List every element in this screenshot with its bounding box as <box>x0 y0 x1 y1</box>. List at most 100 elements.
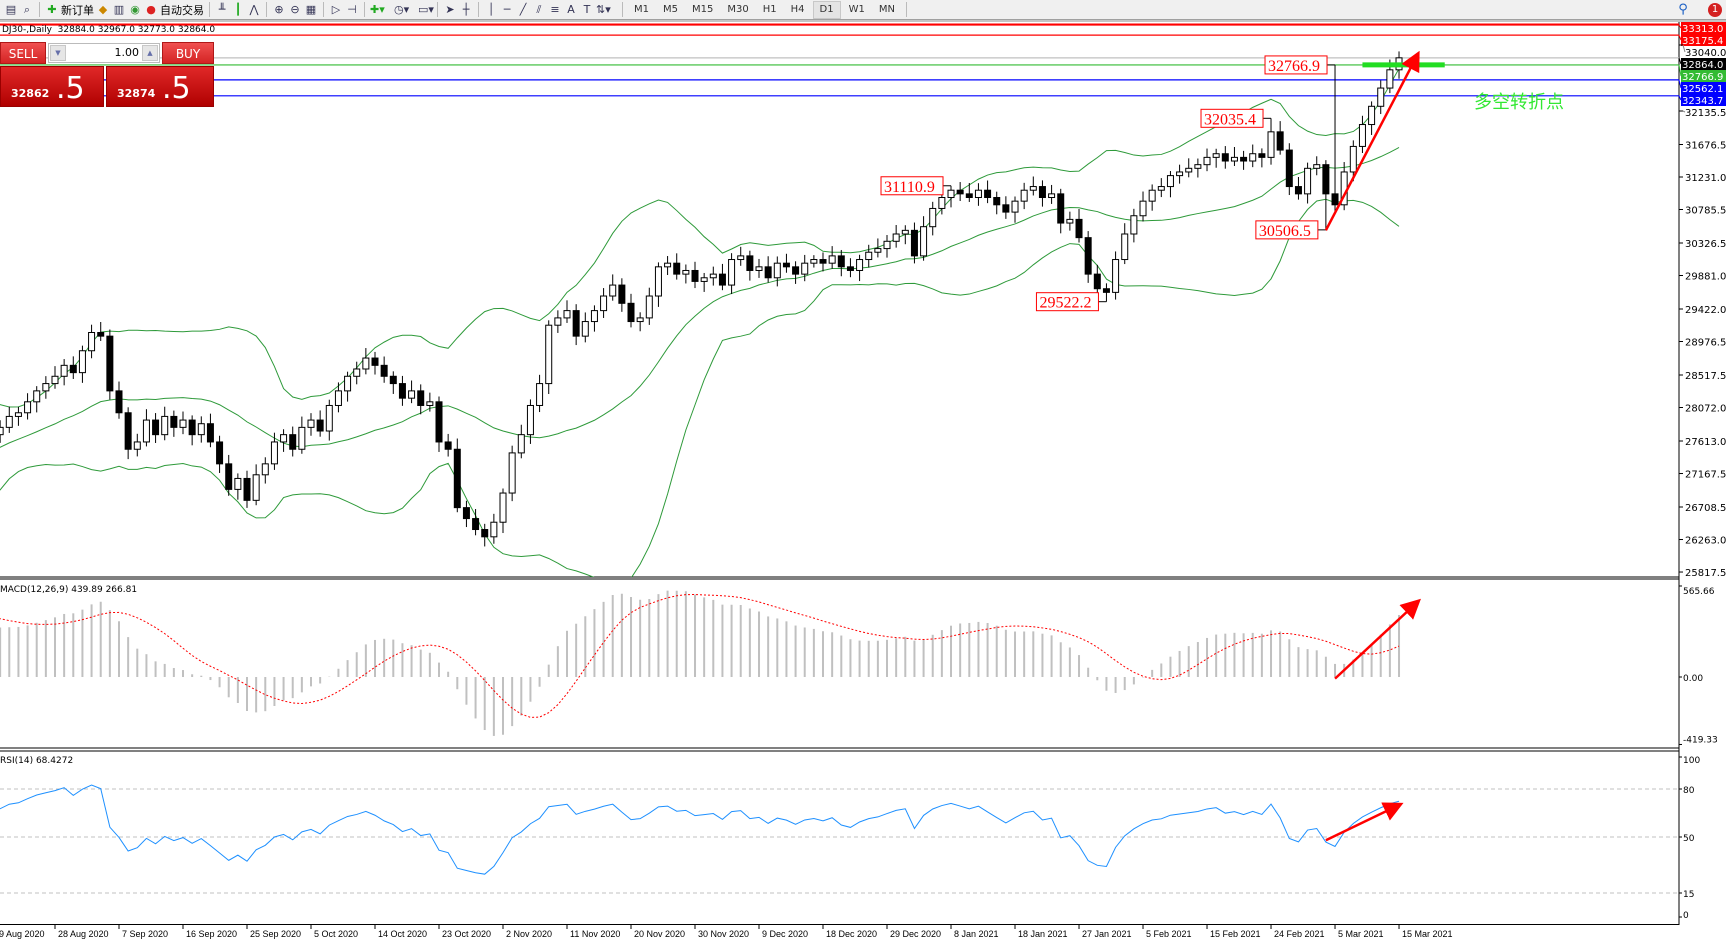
price-tick-label: 28517.5 <box>1685 371 1726 382</box>
templates-icon[interactable]: ▭▾ <box>418 2 434 16</box>
timeframe-m5[interactable]: M5 <box>663 3 678 15</box>
candle-body <box>993 197 1001 206</box>
candle <box>1276 121 1284 155</box>
candle-body <box>1011 200 1019 213</box>
candle <box>362 348 370 375</box>
periods-icon[interactable]: ◷▾ <box>394 2 410 16</box>
indicators-icon[interactable]: ✚▾ <box>370 2 385 16</box>
timeframe-mn[interactable]: MN <box>878 3 895 15</box>
vertical-line-icon[interactable]: │ <box>487 2 495 16</box>
sell-button[interactable]: SELL <box>0 42 46 64</box>
candle <box>1048 184 1056 204</box>
candle-body <box>481 529 489 538</box>
timeframe-m30[interactable]: M30 <box>727 3 749 15</box>
text-label-icon[interactable]: T <box>583 2 591 16</box>
tile-windows-icon[interactable]: ▦ <box>305 2 317 16</box>
timeframe-m1[interactable]: M1 <box>634 3 649 15</box>
annotation-label: 30506.5 <box>1259 223 1311 240</box>
candle-body <box>965 193 973 199</box>
fibonacci-icon[interactable]: ≡ <box>550 2 560 16</box>
candle <box>24 393 32 420</box>
price-level-leader <box>1678 95 1682 101</box>
timeframe-d1[interactable]: D1 <box>812 0 841 19</box>
timeframe-h1[interactable]: H1 <box>762 3 777 15</box>
search-icon[interactable]: ⚲ <box>1678 1 1688 17</box>
terminal-icon[interactable]: ▥ <box>113 2 125 16</box>
zoom-window-icon[interactable]: ⌕ <box>23 2 31 16</box>
candle <box>325 399 333 441</box>
candle <box>1221 146 1229 169</box>
zoom-in-icon[interactable]: ⊕ <box>274 2 284 16</box>
candle-body <box>0 426 4 436</box>
price-level-label: 33313.0 <box>1682 24 1723 35</box>
candle <box>636 312 644 332</box>
candle <box>874 238 882 258</box>
notification-badge[interactable]: 1 <box>1708 2 1722 17</box>
candle-body <box>517 434 525 454</box>
auto-trading-button[interactable]: 自动交易 <box>160 3 204 17</box>
horizontal-line-icon[interactable]: ─ <box>503 2 511 16</box>
candle <box>563 300 571 323</box>
cursor-icon[interactable]: ➤ <box>445 2 455 16</box>
increase-volume-button[interactable]: ▲ <box>142 45 158 61</box>
equidistant-channel-icon[interactable]: ⫽ <box>536 2 542 16</box>
navigator-icon[interactable]: ◆ <box>98 2 108 16</box>
bar-chart-icon[interactable]: ╨ <box>218 2 226 16</box>
candle-body <box>792 266 800 275</box>
candle-body <box>1157 186 1165 191</box>
auto-scroll-icon[interactable]: ▷ <box>331 2 341 16</box>
price-tick-label: 27167.5 <box>1685 470 1726 481</box>
zoom-out-icon[interactable]: ⊖ <box>290 2 300 16</box>
annotation-box <box>1255 220 1319 240</box>
candle-body <box>225 463 233 490</box>
candle-body <box>910 229 918 257</box>
volume-stepper[interactable]: ▼ 1.00 ▲ <box>48 43 160 63</box>
candle-body <box>353 368 361 377</box>
candle <box>206 413 214 448</box>
line-chart-icon[interactable]: ⋀ <box>249 2 259 16</box>
candle-body <box>33 390 41 403</box>
date-label: 11 Nov 2020 <box>570 929 620 939</box>
decrease-volume-button[interactable]: ▼ <box>50 45 66 61</box>
date-label: 15 Mar 2021 <box>1402 929 1453 939</box>
buy-button[interactable]: BUY <box>162 42 214 64</box>
candle-body <box>1075 218 1083 239</box>
new-order-button[interactable]: 新订单 <box>61 3 94 17</box>
toolbar-divider <box>478 2 479 17</box>
timeframe-h4[interactable]: H4 <box>790 3 805 15</box>
candle-body <box>14 412 22 417</box>
candle <box>298 416 306 454</box>
timeframe-m15[interactable]: M15 <box>692 3 714 15</box>
ask-price-button[interactable]: 32874 .5 <box>106 66 214 107</box>
candle-body <box>344 375 352 392</box>
candle <box>481 523 489 547</box>
bid-price-button[interactable]: 32862 .5 <box>0 66 104 107</box>
volume-input[interactable]: 1.00 <box>114 46 140 59</box>
date-label: 25 Sep 2020 <box>250 929 301 939</box>
price-level-leader <box>1678 34 1682 41</box>
candle <box>243 470 251 508</box>
candle <box>1011 196 1019 223</box>
candle <box>142 409 150 447</box>
trendline-icon[interactable]: ╱ <box>519 2 527 16</box>
candle <box>1038 180 1046 207</box>
timeframe-w1[interactable]: W1 <box>848 3 865 15</box>
arrows-icon[interactable]: ⇅▾ <box>596 2 611 16</box>
chart-shift-icon[interactable]: ⊣ <box>347 2 357 16</box>
candle-body <box>609 284 617 297</box>
candle-body <box>1084 237 1092 275</box>
new-chart-icon[interactable]: ▤ <box>5 2 17 16</box>
candle <box>371 351 379 375</box>
price-tick-label: 27613.0 <box>1685 437 1726 448</box>
candle <box>1020 182 1028 210</box>
candle-body <box>645 295 653 319</box>
signals-icon[interactable]: ◉ <box>130 2 140 16</box>
candle <box>380 356 388 383</box>
candlestick-icon[interactable]: ┃ <box>234 2 242 16</box>
candle-body <box>1048 193 1056 199</box>
candle-body <box>737 255 745 261</box>
crosshair-icon[interactable]: ┼ <box>462 2 470 16</box>
text-icon[interactable]: A <box>567 2 575 16</box>
date-label: 30 Nov 2020 <box>698 929 749 939</box>
